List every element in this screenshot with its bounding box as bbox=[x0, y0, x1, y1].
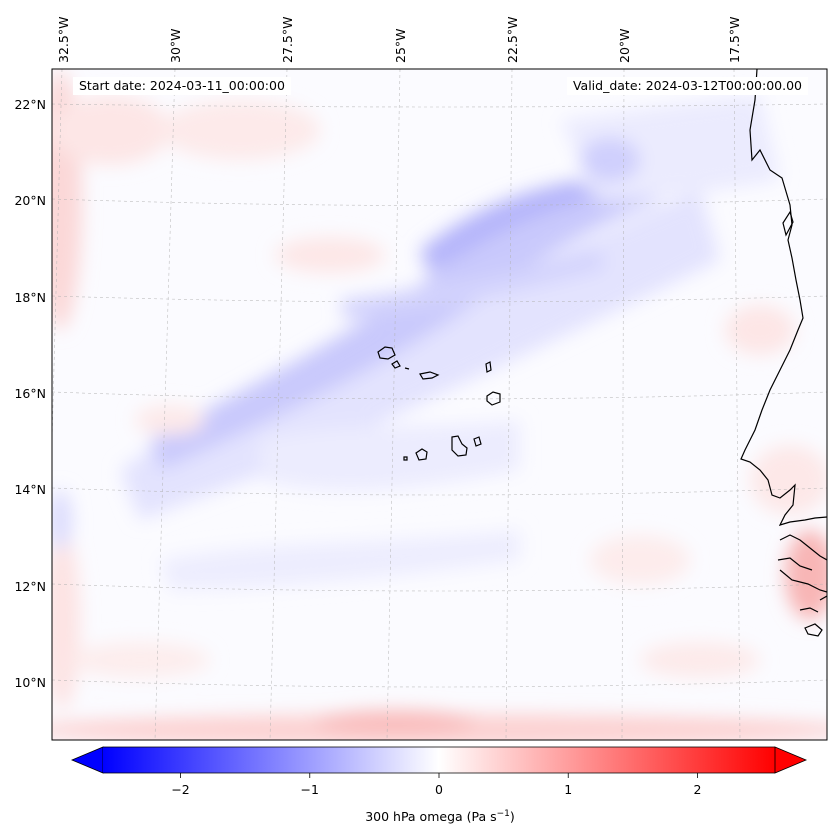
lon-label: 27.5°W bbox=[280, 17, 295, 63]
lon-label: 32.5°W bbox=[56, 17, 71, 63]
colorbar-gradient bbox=[103, 747, 775, 773]
longitude-labels: 32.5°W 30°W 27.5°W 25°W 22.5°W 20°W 17.5… bbox=[56, 17, 742, 63]
lat-label: 12°N bbox=[14, 579, 46, 594]
lat-label: 14°N bbox=[14, 482, 46, 497]
colorbar-ticks: −2 −1 0 1 2 bbox=[171, 773, 701, 797]
lat-label: 16°N bbox=[14, 386, 46, 401]
start-date-label: Start date: 2024-03-11_00:00:00 bbox=[73, 77, 291, 95]
lon-label: 17.5°W bbox=[727, 17, 742, 63]
lon-label: 20°W bbox=[617, 28, 632, 63]
lon-label: 25°W bbox=[393, 28, 408, 63]
colorbar-tick-label: 2 bbox=[693, 782, 701, 797]
lat-label: 20°N bbox=[14, 193, 46, 208]
lat-label: 22°N bbox=[14, 97, 46, 112]
colorbar-label: 300 hPa omega (Pa s−1) bbox=[365, 809, 515, 824]
valid-date-label: Valid_date: 2024-03-12T00:00:00.00 bbox=[566, 77, 808, 95]
colorbar-tick-label: −2 bbox=[171, 782, 189, 797]
colorbar: −2 −1 0 1 2 300 hPa omega (Pa s−1) bbox=[70, 746, 808, 824]
lat-label: 10°N bbox=[14, 675, 46, 690]
coastline bbox=[740, 69, 827, 637]
colorbar-extend-max bbox=[774, 746, 808, 774]
lon-label: 30°W bbox=[168, 28, 183, 63]
colorbar-tick-label: −1 bbox=[301, 782, 319, 797]
omega-field bbox=[52, 69, 827, 740]
lon-label: 22.5°W bbox=[505, 17, 520, 63]
latitude-labels: 22°N 20°N 18°N 16°N 14°N 12°N 10°N bbox=[14, 97, 46, 690]
graticule bbox=[52, 69, 827, 740]
colorbar-extend-min bbox=[70, 746, 104, 774]
colorbar-tick-label: 1 bbox=[564, 782, 572, 797]
lat-label: 18°N bbox=[14, 290, 46, 305]
colorbar-tick-label: 0 bbox=[435, 782, 443, 797]
cape-verde-islands bbox=[377, 346, 501, 461]
map-border bbox=[51, 68, 828, 741]
